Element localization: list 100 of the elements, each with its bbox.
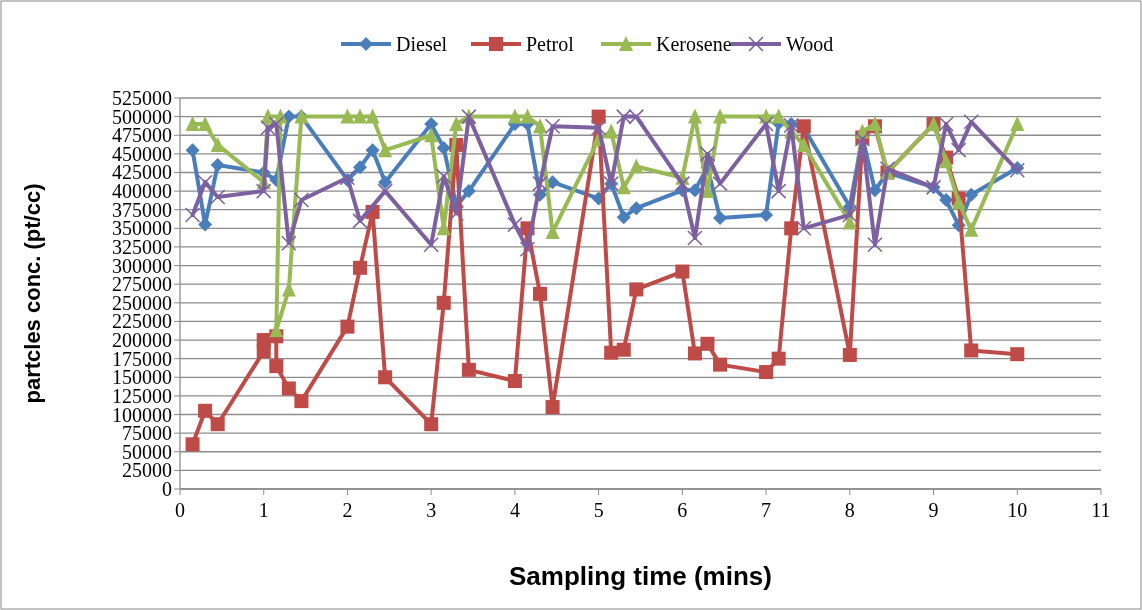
point xyxy=(770,183,787,199)
point xyxy=(759,365,774,380)
x-tick-label: 3 xyxy=(426,499,437,521)
x-tick-label: 10 xyxy=(1007,499,1028,521)
point xyxy=(423,236,439,253)
point xyxy=(533,118,548,134)
point xyxy=(424,117,439,132)
point xyxy=(461,362,476,377)
point xyxy=(964,221,979,237)
point xyxy=(268,116,285,132)
x-tick-label: 7 xyxy=(761,499,772,521)
point xyxy=(545,400,560,415)
point xyxy=(281,381,296,396)
point xyxy=(616,342,631,357)
x-tick-label: 8 xyxy=(844,499,855,521)
point xyxy=(771,108,786,124)
point xyxy=(939,193,954,208)
point xyxy=(629,282,644,297)
point xyxy=(424,417,439,432)
point xyxy=(365,143,380,158)
point xyxy=(938,116,954,132)
point xyxy=(699,146,716,162)
point xyxy=(294,394,309,409)
point xyxy=(629,158,644,174)
point xyxy=(950,142,967,158)
point xyxy=(700,336,715,351)
point xyxy=(198,403,213,418)
point xyxy=(939,153,954,169)
point xyxy=(269,359,284,374)
point xyxy=(687,230,703,246)
point xyxy=(353,108,368,124)
point xyxy=(590,120,607,136)
point xyxy=(687,183,702,198)
legend-label: Petrol xyxy=(526,33,575,55)
point xyxy=(713,357,728,372)
point xyxy=(687,108,702,124)
point xyxy=(352,213,368,229)
point xyxy=(365,108,380,124)
point xyxy=(796,220,812,237)
point xyxy=(378,370,393,385)
point xyxy=(184,207,201,223)
legend-label: Kerosene xyxy=(656,33,732,55)
point xyxy=(758,116,774,132)
point xyxy=(198,116,213,132)
point xyxy=(604,345,619,360)
point xyxy=(185,116,200,132)
point xyxy=(197,174,213,190)
legend-label: Wood xyxy=(786,33,834,55)
legend-label: Diesel xyxy=(396,33,448,55)
x-tick-label: 2 xyxy=(342,499,353,521)
point xyxy=(629,201,644,216)
point xyxy=(209,189,226,205)
point xyxy=(616,210,631,225)
point xyxy=(1010,347,1025,362)
point xyxy=(260,120,276,136)
point xyxy=(842,347,857,362)
point xyxy=(963,114,979,130)
point xyxy=(675,264,690,279)
point xyxy=(507,108,522,124)
point xyxy=(461,184,476,199)
point xyxy=(964,343,979,358)
point xyxy=(1010,116,1025,132)
point xyxy=(435,168,452,184)
point xyxy=(378,142,393,158)
point xyxy=(616,179,631,195)
point xyxy=(759,207,774,222)
point xyxy=(712,175,728,192)
point xyxy=(210,158,225,173)
point xyxy=(448,205,465,222)
x-tick-label: 6 xyxy=(677,499,688,521)
x-tick-label: 1 xyxy=(258,499,269,521)
y-axis-title: partcles conc. (pt/cc) xyxy=(20,183,45,404)
x-tick-label: 5 xyxy=(593,499,604,521)
point xyxy=(951,194,966,210)
point xyxy=(449,116,464,132)
point xyxy=(507,216,523,233)
point xyxy=(255,183,272,199)
x-tick-label: 4 xyxy=(509,499,520,521)
point xyxy=(436,140,451,155)
point xyxy=(507,374,522,389)
point xyxy=(378,175,393,190)
point xyxy=(519,241,536,257)
point xyxy=(964,187,979,202)
point xyxy=(185,143,200,158)
point xyxy=(687,346,702,361)
point xyxy=(796,136,811,152)
point xyxy=(520,108,535,124)
x-tick-label: 9 xyxy=(928,499,939,521)
point xyxy=(340,108,355,124)
point xyxy=(544,118,561,135)
point xyxy=(353,260,368,275)
point xyxy=(210,136,225,152)
point xyxy=(842,207,858,223)
point xyxy=(281,235,297,251)
point xyxy=(784,221,799,236)
x-axis-title: Sampling time (mins) xyxy=(509,561,772,591)
point xyxy=(210,417,225,432)
point xyxy=(713,108,728,124)
x-tick-label: 11 xyxy=(1091,499,1111,521)
point xyxy=(340,319,355,334)
